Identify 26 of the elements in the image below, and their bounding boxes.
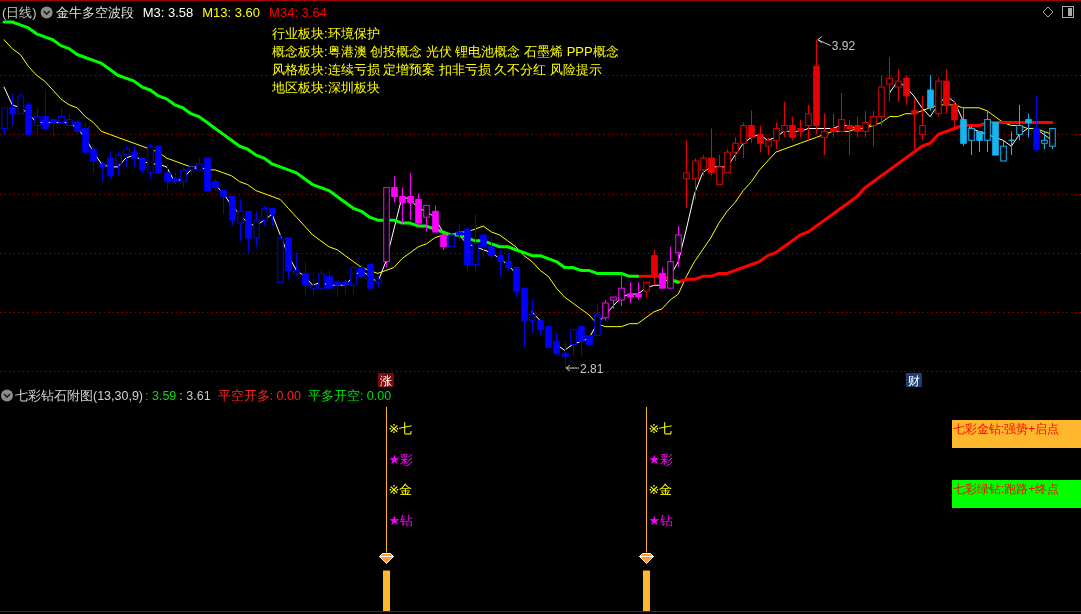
annotation: ※七: [648, 421, 673, 436]
subtitle: 金牛多空波段: [55, 5, 134, 20]
annotation: ★彩: [648, 451, 674, 467]
annotation: 平空开多: 0.00: [217, 389, 301, 403]
series-name: M13: 3.60: [202, 5, 261, 20]
legend-label: 七彩金钻:强势+启点: [953, 422, 1060, 436]
annotation: 风格板块:连续亏损 定增预案 扣非亏损 久不分红 风险提示: [272, 62, 603, 77]
annotation: 平多开空: 0.00: [307, 389, 392, 403]
value-label: 3.92: [831, 39, 856, 54]
annotation: 概念板块:粤港澳 创投概念 光伏 锂电池概念 石墨烯 PPP概念: [272, 44, 619, 59]
annotation: ※七: [388, 421, 413, 436]
series-name: M3: 3.58: [142, 5, 194, 20]
series-name: M34: 3.64: [269, 5, 327, 20]
annotation: ★钻: [388, 512, 414, 528]
annotation: : 3.61: [179, 389, 211, 403]
annotation: ※金: [388, 482, 413, 497]
value-label: 2.81: [580, 361, 604, 376]
title: 七彩钻石附图(13,30,9): [15, 389, 144, 403]
annotation: 地区板块:深圳板块: [272, 80, 380, 95]
annotation: : 3.59: [145, 389, 177, 403]
legend-label: 七彩绿钻:跑路+终点: [953, 482, 1060, 496]
annotation: ※金: [648, 482, 673, 497]
annotation: ★彩: [388, 451, 414, 467]
annotation: 行业板块:环境保护: [272, 26, 380, 41]
annotation: ★钻: [648, 512, 674, 528]
title: (日线): [2, 5, 37, 20]
